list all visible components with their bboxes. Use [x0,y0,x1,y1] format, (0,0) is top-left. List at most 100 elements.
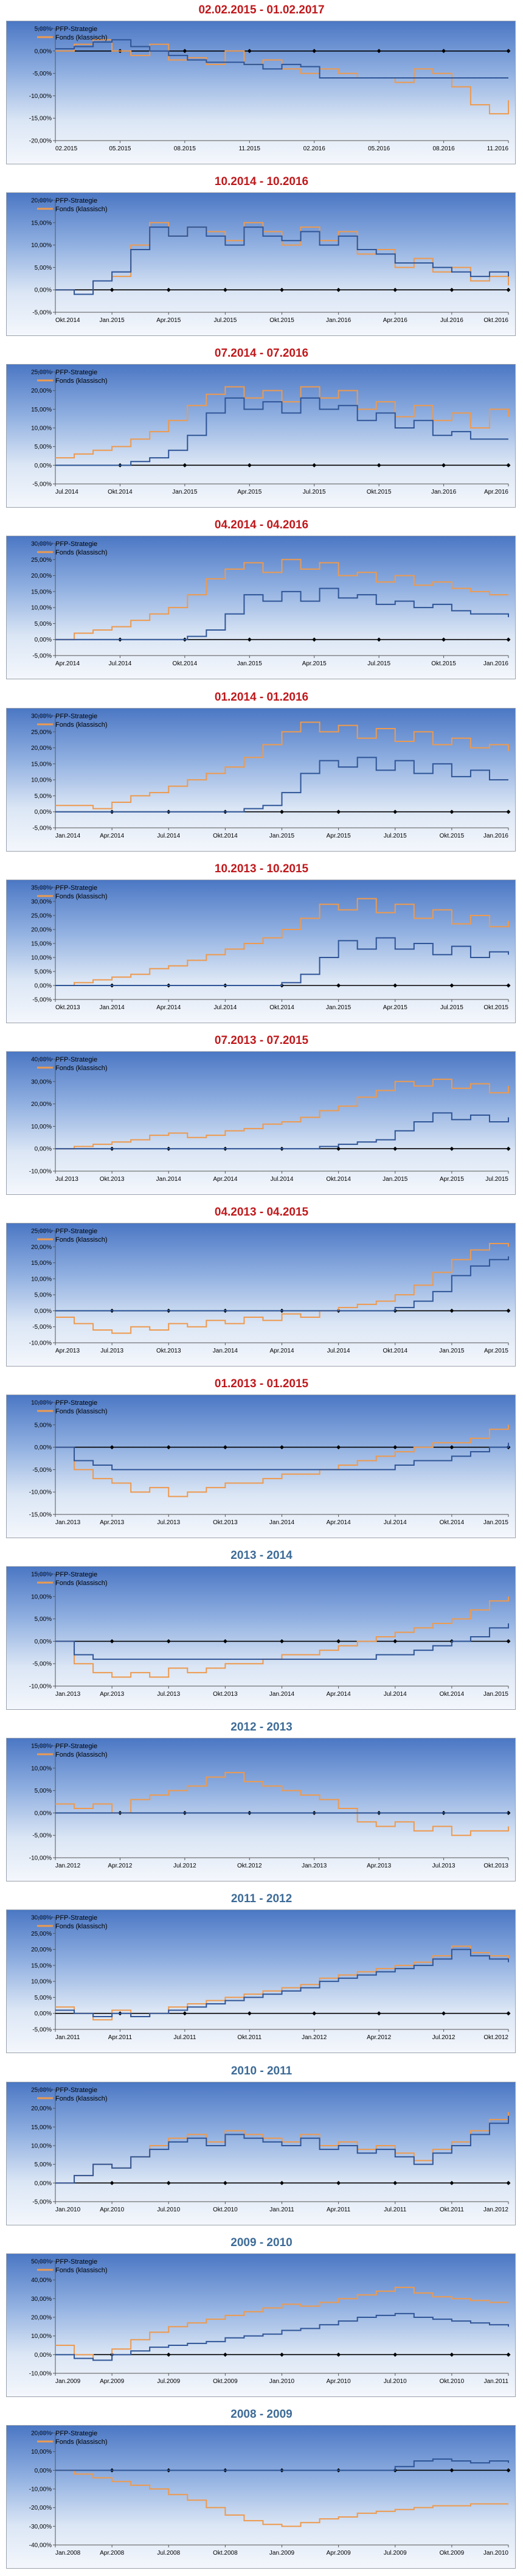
series-line-fonds-klassisch [55,1772,509,1836]
x-tick-label: Apr.2014 [100,833,124,839]
zero-line-marker [182,49,187,54]
zero-line-marker [393,809,398,814]
y-tick-label: 0,00% [35,2180,52,2186]
series-line-pfp-strategie [55,1949,509,2018]
y-tick-label: 5,00% [35,1788,52,1794]
y-tick-label: 20,00% [31,1101,52,1108]
legend-label: Fonds (klassisch) [55,206,108,213]
y-tick-label: 20,00% [31,2314,52,2321]
x-tick-label: Okt.2014 [383,1348,407,1354]
y-tick-label: -10,00% [29,93,52,100]
x-tick-label: Jul.2013 [157,1519,180,1526]
zero-line-marker [312,637,317,642]
zero-line-marker [393,2352,398,2357]
chart-svg: 25,00%20,00%15,00%10,00%5,00%0,00%-5,00%… [31,2087,511,2213]
x-tick-label: 02.2015 [55,145,78,152]
zero-line-marker [223,1639,227,1644]
x-tick-label: Apr.2015 [237,489,262,495]
y-tick-label: 30,00% [31,2296,52,2303]
x-tick-label: Apr.2014 [269,1348,294,1354]
x-tick-label: Apr.2010 [100,2207,124,2213]
x-tick-label: 05.2016 [368,145,390,152]
series-line-fonds-klassisch [55,1945,509,2021]
x-tick-label: Jan.2011 [484,2378,509,2385]
zero-line-marker [506,637,511,642]
x-tick-label: Jan.2014 [100,1004,125,1011]
chart-title: 04.2014 - 04.2016 [214,519,309,532]
zero-line-marker [336,2180,341,2185]
chart-panel: 2011 - 201230,00%25,00%20,00%15,00%10,00… [0,1889,523,2060]
y-tick-label: 10,00% [31,425,52,432]
x-tick-label: Jul.2012 [432,2034,455,2041]
x-tick-label: Okt.2011 [440,2207,464,2213]
series-line-fonds-klassisch [55,721,509,809]
y-tick-label: -5,00% [32,996,52,1003]
chart-frame: 40,00%30,00%20,00%10,00%0,00%-10,00%Jul.… [6,1051,516,1195]
chart-panel: 2013 - 201415,00%10,00%5,00%0,00%-5,00%-… [0,1545,523,1717]
chart-panel: 2008 - 200920,00%10,00%0,00%-10,00%-20,0… [0,2404,523,2576]
y-tick-label: 15,00% [31,2124,52,2130]
chart-svg: 30,00%25,00%20,00%15,00%10,00%5,00%0,00%… [31,541,511,667]
x-tick-label: Okt.2012 [483,2034,508,2041]
legend-label: PFP-Strategie [55,1914,97,1922]
x-tick-label: Okt.2011 [237,2034,262,2041]
chart-frame: 50,00%40,00%30,00%20,00%10,00%0,00%-10,0… [6,2253,516,2397]
y-tick-label: -5,00% [32,1467,52,1474]
x-tick-label: Apr.2015 [383,1004,407,1011]
x-tick-label: Jul.2008 [157,2550,180,2557]
chart-panel: 07.2014 - 07.201625,00%20,00%15,00%10,00… [0,343,523,515]
zero-line-marker [506,2352,511,2357]
zero-line-marker [449,983,454,988]
series-line-fonds-klassisch [55,2286,508,2361]
x-tick-label: Apr.2015 [302,660,327,667]
y-tick-label: 20,00% [31,1244,52,1251]
y-tick-label: 0,00% [35,463,52,469]
series-line-pfp-strategie [55,2312,509,2361]
x-tick-label: Jan.2014 [269,1691,295,1698]
x-tick-label: Jul.2015 [384,833,407,839]
x-tick-label: Apr.2014 [327,1519,351,1526]
chart-frame: 25,00%20,00%15,00%10,00%5,00%0,00%-5,00%… [6,2081,516,2225]
zero-line-marker [449,2468,454,2473]
series-line-pfp-strategie [55,2458,509,2471]
chart-frame: 20,00%10,00%0,00%-10,00%-20,00%-30,00%-4… [6,2424,516,2569]
series-line-pfp-strategie [55,1256,509,1312]
zero-line-marker [336,983,341,988]
y-tick-label: -10,00% [29,2370,52,2377]
x-tick-label: Okt.2012 [237,1863,262,1869]
x-tick-label: Okt.2014 [173,660,198,667]
x-tick-label: Apr.2015 [440,1176,464,1183]
zero-line-marker [336,1445,341,1450]
legend-label: Fonds (klassisch) [55,377,108,385]
chart-svg: 15,00%10,00%5,00%0,00%-5,00%-10,00%Jan.2… [29,1743,511,1869]
chart-svg: 30,00%25,00%20,00%15,00%10,00%5,00%0,00%… [31,713,511,839]
x-tick-label: 11.2015 [239,145,261,152]
zero-line-marker [247,637,252,642]
y-tick-label: 40,00% [31,2277,52,2284]
x-tick-label: Apr.2014 [156,1004,181,1011]
legend-label: PFP-Strategie [55,2087,97,2094]
y-tick-label: 20,00% [31,388,52,394]
x-tick-label: Okt.2014 [108,489,133,495]
zero-line-marker [393,1146,398,1151]
y-tick-label: 25,00% [31,557,52,564]
series-line-pfp-strategie [55,587,509,641]
y-tick-label: 25,00% [31,1931,52,1937]
x-tick-label: Apr.2009 [327,2550,351,2557]
y-tick-label: -10,00% [29,1855,52,1862]
y-tick-label: 10,00% [31,1766,52,1773]
chart-panel: 2010 - 201125,00%20,00%15,00%10,00%5,00%… [0,2061,523,2233]
zero-line-marker [506,983,511,988]
x-tick-label: Jan.2015 [172,489,198,495]
chart-svg: 40,00%30,00%20,00%10,00%0,00%-10,00%Jul.… [29,1056,511,1183]
legend-label: Fonds (klassisch) [55,1923,108,1930]
zero-line-marker [449,1308,454,1313]
legend-label: PFP-Strategie [55,2258,97,2266]
zero-line-marker [506,1308,511,1313]
